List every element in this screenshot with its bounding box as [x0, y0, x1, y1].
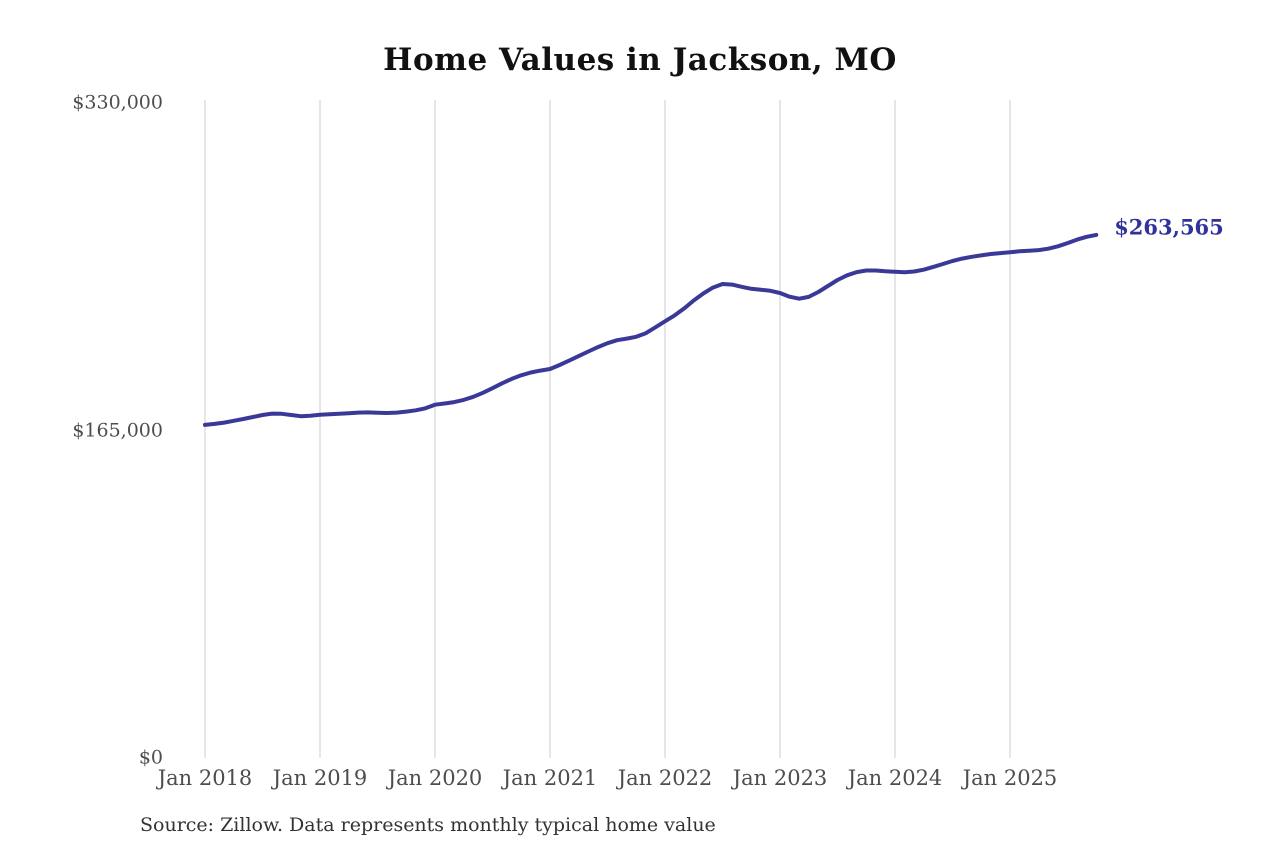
- home-value-line: [203, 232, 1099, 427]
- x-axis-tick-label: Jan 2022: [617, 766, 713, 790]
- source-note: Source: Zillow. Data represents monthly …: [140, 814, 716, 836]
- y-axis-tick-label: $165,000: [72, 419, 163, 442]
- x-axis-tick-label: Jan 2025: [962, 766, 1058, 790]
- x-axis-tick-label: Jan 2020: [387, 766, 483, 790]
- x-axis-tick-label: Jan 2018: [157, 766, 253, 790]
- x-axis-tick-label: Jan 2024: [847, 766, 943, 790]
- chart-title: Home Values in Jackson, MO: [383, 42, 897, 78]
- y-axis-tick-label: $0: [138, 746, 163, 769]
- x-axis-tick-label: Jan 2023: [732, 766, 828, 790]
- end-value-label: $263,565: [1114, 214, 1224, 240]
- y-axis-tick-label: $330,000: [72, 91, 163, 114]
- x-axis-tick-label: Jan 2021: [502, 766, 598, 790]
- x-axis-tick-label: Jan 2019: [272, 766, 368, 790]
